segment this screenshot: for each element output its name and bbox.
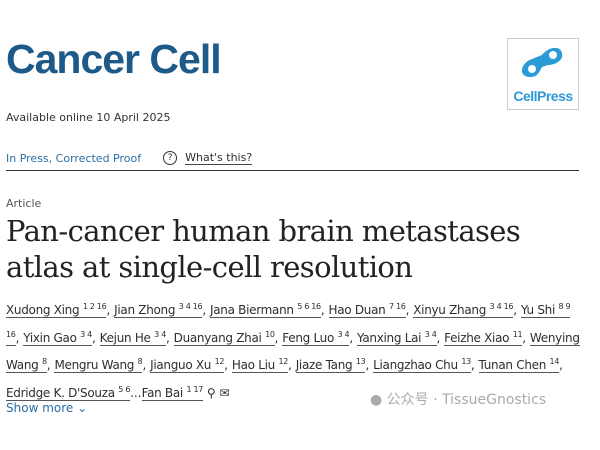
divider (6, 170, 579, 171)
watermark-text: 公众号 · TissueGnostics (386, 392, 547, 408)
status-links: In Press, Corrected Proof ? What's this? (6, 151, 253, 165)
author-sup: 5 6 16 (293, 302, 321, 318)
author-sup: 14 (546, 357, 560, 373)
cellpress-logo[interactable]: CellPress (507, 38, 579, 110)
availability-date: Available online 10 April 2025 (6, 111, 171, 124)
author-affiliations: 3 4 (337, 329, 350, 339)
author-link[interactable]: Tunan Chen (478, 358, 547, 373)
chevron-down-icon: ⌄ (77, 401, 88, 415)
cellpress-mark-icon (521, 47, 563, 77)
author-affiliations: 12 (214, 357, 225, 366)
author-affiliations: 14 (549, 357, 560, 366)
author-link[interactable]: Hao Liu (231, 358, 275, 373)
author-affiliations: 1 2 16 (82, 302, 107, 311)
author-sup: 3 4 (76, 329, 92, 346)
show-more-label: Show more (6, 401, 74, 415)
author-affiliations: 10 (265, 329, 275, 339)
author-affiliations: 3 4 (154, 329, 166, 339)
author-affiliations: 8 (137, 357, 143, 366)
person-email-icon[interactable]: ⚲ ✉ (203, 385, 230, 400)
author-sup: 13 (352, 357, 366, 373)
author-link[interactable]: Fan Bai (141, 385, 183, 401)
journal-title[interactable]: Cancer Cell (6, 36, 222, 82)
author-sup: 1 2 16 (79, 302, 107, 318)
author-affiliations: 7 16 (388, 302, 406, 311)
author-affiliations: 8 9 16 (6, 302, 571, 339)
author-link[interactable]: Kejun He (99, 330, 151, 346)
author-sup: 3 4 16 (175, 302, 203, 318)
author-sup: 8 (134, 357, 143, 373)
author-link[interactable]: Mengru Wang (54, 358, 135, 373)
author-link[interactable]: Jana Biermann (209, 303, 294, 318)
author-sup: 3 4 (150, 329, 166, 346)
author-affiliations: 8 (42, 357, 47, 366)
author-affiliations: 12 (278, 357, 289, 366)
cellpress-logo-text: CellPress (513, 88, 573, 104)
author-affiliations: 3 4 16 (178, 302, 203, 311)
author-link[interactable]: Jian Zhong (114, 303, 176, 318)
article-type: Article (6, 197, 42, 210)
author-affiliations: 5 6 (118, 384, 131, 394)
author-link[interactable]: Feizhe Xiao (444, 330, 510, 346)
wechat-icon: ● (370, 392, 383, 408)
author-sup: 7 16 (385, 302, 406, 318)
author-affiliations: 3 4 (424, 329, 437, 339)
author-sup: 12 (211, 357, 225, 373)
help-icon[interactable]: ? (163, 151, 178, 165)
author-link[interactable]: Duanyang Zhai (173, 330, 262, 346)
author-sup: 3 4 (334, 329, 350, 346)
in-press-link[interactable]: In Press, Corrected Proof (6, 151, 142, 165)
author-sup: 3 4 16 (486, 302, 514, 318)
whats-this-link[interactable]: What's this? (185, 151, 253, 165)
article-title: Pan-cancer human brain metastases atlas … (6, 214, 521, 284)
author-list: Xudong Xing 1 2 16, Jian Zhong 3 4 16, J… (6, 302, 580, 401)
author-link[interactable]: Xinyu Zhang (413, 303, 487, 318)
author-affiliations: 13 (461, 357, 471, 366)
author-link[interactable]: Wenying Wang (6, 330, 580, 373)
author-link[interactable]: Yanxing Lai (356, 330, 422, 346)
author-link[interactable]: Feng Luo (282, 330, 334, 346)
author-affiliations: 13 (355, 357, 366, 366)
author-sup: 13 (457, 357, 471, 373)
author-sup: 10 (261, 329, 275, 346)
show-more-button[interactable]: Show more ⌄ (6, 401, 87, 415)
author-link[interactable]: Hao Duan (328, 303, 386, 318)
watermark: ● 公众号 · TissueGnostics (370, 389, 546, 409)
author-link[interactable]: Xudong Xing (6, 303, 80, 318)
author-affiliations: 5 6 16 (297, 302, 321, 311)
author-sup: 5 6 (114, 384, 131, 401)
author-affiliations: 3 4 16 (489, 302, 514, 311)
author-sup: 3 4 (421, 329, 437, 346)
author-link[interactable]: Yu Shi (520, 303, 555, 318)
author-affiliations: 11 (512, 329, 523, 339)
author-affiliations: 1 17 (186, 384, 204, 394)
author-link[interactable]: Edridge K. D'Souza (6, 385, 115, 401)
author-link[interactable]: Jiaze Tang (295, 358, 353, 373)
author-sup: 8 (38, 357, 47, 373)
author-sup: 11 (509, 329, 523, 346)
author-sup: 12 (274, 357, 289, 373)
author-sup: 1 17 (182, 384, 204, 401)
author-affiliations: 3 4 (80, 329, 92, 339)
author-link[interactable]: Liangzhao Chu (373, 358, 458, 373)
author-link[interactable]: Yixin Gao (23, 330, 77, 346)
author-sup: 8 9 16 (6, 302, 571, 346)
author-link[interactable]: Jianguo Xu (150, 358, 212, 373)
